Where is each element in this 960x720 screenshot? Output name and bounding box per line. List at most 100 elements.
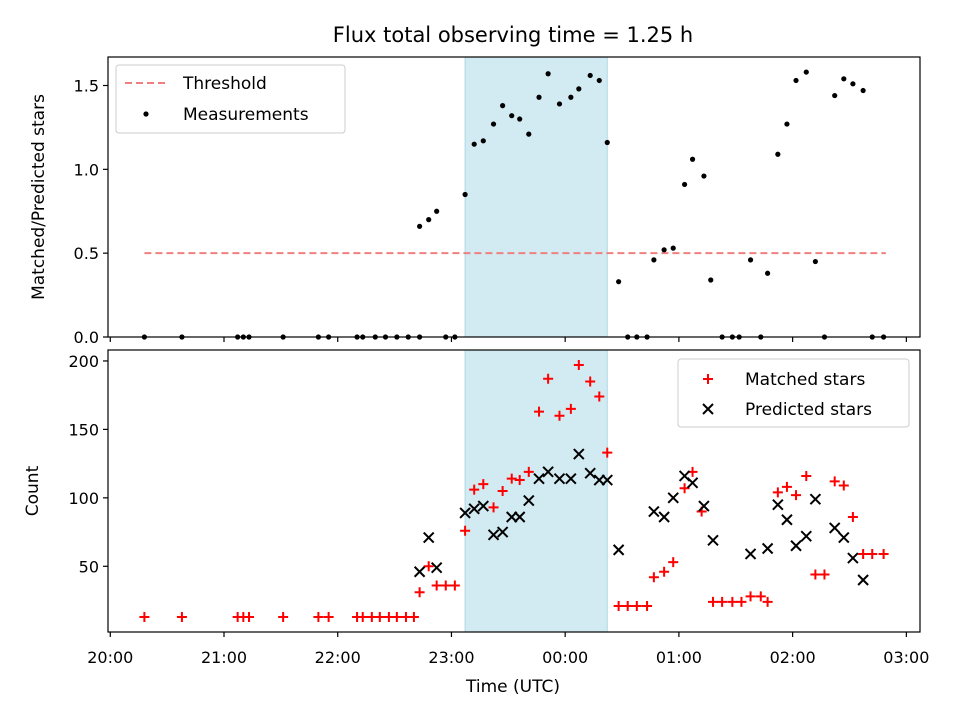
predicted-point <box>847 552 859 564</box>
matched-point <box>460 525 471 536</box>
matched-point <box>391 611 402 622</box>
matched-point <box>867 548 878 559</box>
y-tick-label: 100 <box>68 489 99 508</box>
matched-point <box>423 561 434 572</box>
y-tick-label: 50 <box>79 557 99 576</box>
predicted-point <box>781 514 793 526</box>
x-tick-label: 02:00 <box>770 648 816 667</box>
matched-point <box>431 580 442 591</box>
y-tick-label: 0.5 <box>74 244 99 263</box>
matched-point <box>622 600 633 611</box>
predicted-point <box>477 500 490 512</box>
measurement-point <box>568 94 574 100</box>
matched-point <box>139 611 150 622</box>
predicted-point <box>698 500 710 512</box>
measurement-point <box>471 141 477 147</box>
matched-point <box>488 502 499 513</box>
matched-point <box>573 360 584 371</box>
legend-threshold-label: Threshold <box>182 74 267 94</box>
measurement-point <box>576 86 582 92</box>
predicted-point <box>612 544 625 556</box>
measurement-point <box>708 277 714 283</box>
measurement-point <box>681 181 688 188</box>
measurement-point <box>661 247 667 253</box>
matched-point <box>469 484 480 495</box>
legend-box <box>115 64 346 134</box>
chart-title: Flux total observing time = 1.25 h <box>333 23 693 47</box>
predicted-point <box>809 493 822 505</box>
matched-point <box>523 466 534 477</box>
predicted-point <box>422 531 435 544</box>
x-tick-label: 00:00 <box>542 648 588 667</box>
measurement-point <box>462 191 468 198</box>
measurement-point <box>417 223 423 229</box>
matched-point <box>679 483 690 494</box>
measurement-point <box>587 72 593 79</box>
predicted-point <box>430 561 443 574</box>
legend: Matched stars Predicted stars <box>677 358 910 428</box>
matched-point <box>414 587 425 598</box>
y-tick-label: 1.5 <box>74 77 99 96</box>
measurement-point <box>556 101 563 107</box>
measurement-point <box>812 258 818 265</box>
measurement-point <box>426 217 432 223</box>
matched-point <box>847 512 858 523</box>
predicted-point <box>800 530 812 542</box>
matched-point <box>514 475 525 486</box>
predicted-point <box>601 474 613 486</box>
matched-point <box>727 596 738 607</box>
x-tick-label: 22:00 <box>315 648 361 667</box>
matched-point <box>772 487 783 498</box>
series-matched-stars <box>139 360 889 622</box>
matched-point <box>543 373 554 384</box>
matched-point <box>244 611 255 622</box>
predicted-point <box>707 534 719 546</box>
y-tick-label: 150 <box>68 420 99 439</box>
predicted-point <box>828 522 841 534</box>
y-tick-label: 1.0 <box>74 160 99 179</box>
measurement-point <box>850 81 856 87</box>
y-tick-label: 200 <box>68 352 99 371</box>
matched-point <box>755 591 766 602</box>
matched-point <box>554 410 565 421</box>
x-axis-label: Time (UTC) <box>465 677 560 697</box>
matched-point <box>829 476 840 487</box>
legend: Threshold Measurements <box>115 64 346 134</box>
predicted-point <box>838 531 850 544</box>
matched-point <box>506 473 517 484</box>
predicted-point <box>553 472 566 485</box>
measurement-point <box>832 92 838 99</box>
matched-point <box>791 490 802 501</box>
predicted-point <box>790 540 802 552</box>
predicted-point <box>744 548 757 560</box>
legend-measurements-label: Measurements <box>183 105 309 125</box>
matched-point <box>810 569 821 580</box>
matched-point <box>313 611 324 622</box>
legend-matched-label: Matched stars <box>745 370 865 390</box>
y-axis-label: Count <box>23 465 43 516</box>
matched-point <box>565 403 576 414</box>
matched-point <box>585 376 596 387</box>
matched-point <box>278 611 289 622</box>
x-tick-label: 21:00 <box>201 648 247 667</box>
measurement-point <box>784 121 790 127</box>
measurement-point <box>651 257 657 263</box>
matched-point <box>631 600 642 611</box>
series-predicted-stars <box>413 448 869 586</box>
x-tick-label: 20:00 <box>87 648 133 667</box>
measurement-point <box>517 116 523 122</box>
measurement-point <box>616 279 622 285</box>
measurement-point <box>490 121 497 127</box>
y-axis-label: Matched/Predicted stars <box>29 94 49 300</box>
matched-point <box>717 596 728 607</box>
measurement-point <box>480 138 486 144</box>
predicted-point <box>648 505 660 518</box>
measurement-point <box>689 156 696 162</box>
predicted-point <box>584 467 596 479</box>
matched-point <box>745 591 756 602</box>
predicted-point <box>772 498 784 511</box>
predicted-point <box>523 494 535 507</box>
measurement-point <box>747 257 754 263</box>
x-tick-label: 03:00 <box>883 648 929 667</box>
